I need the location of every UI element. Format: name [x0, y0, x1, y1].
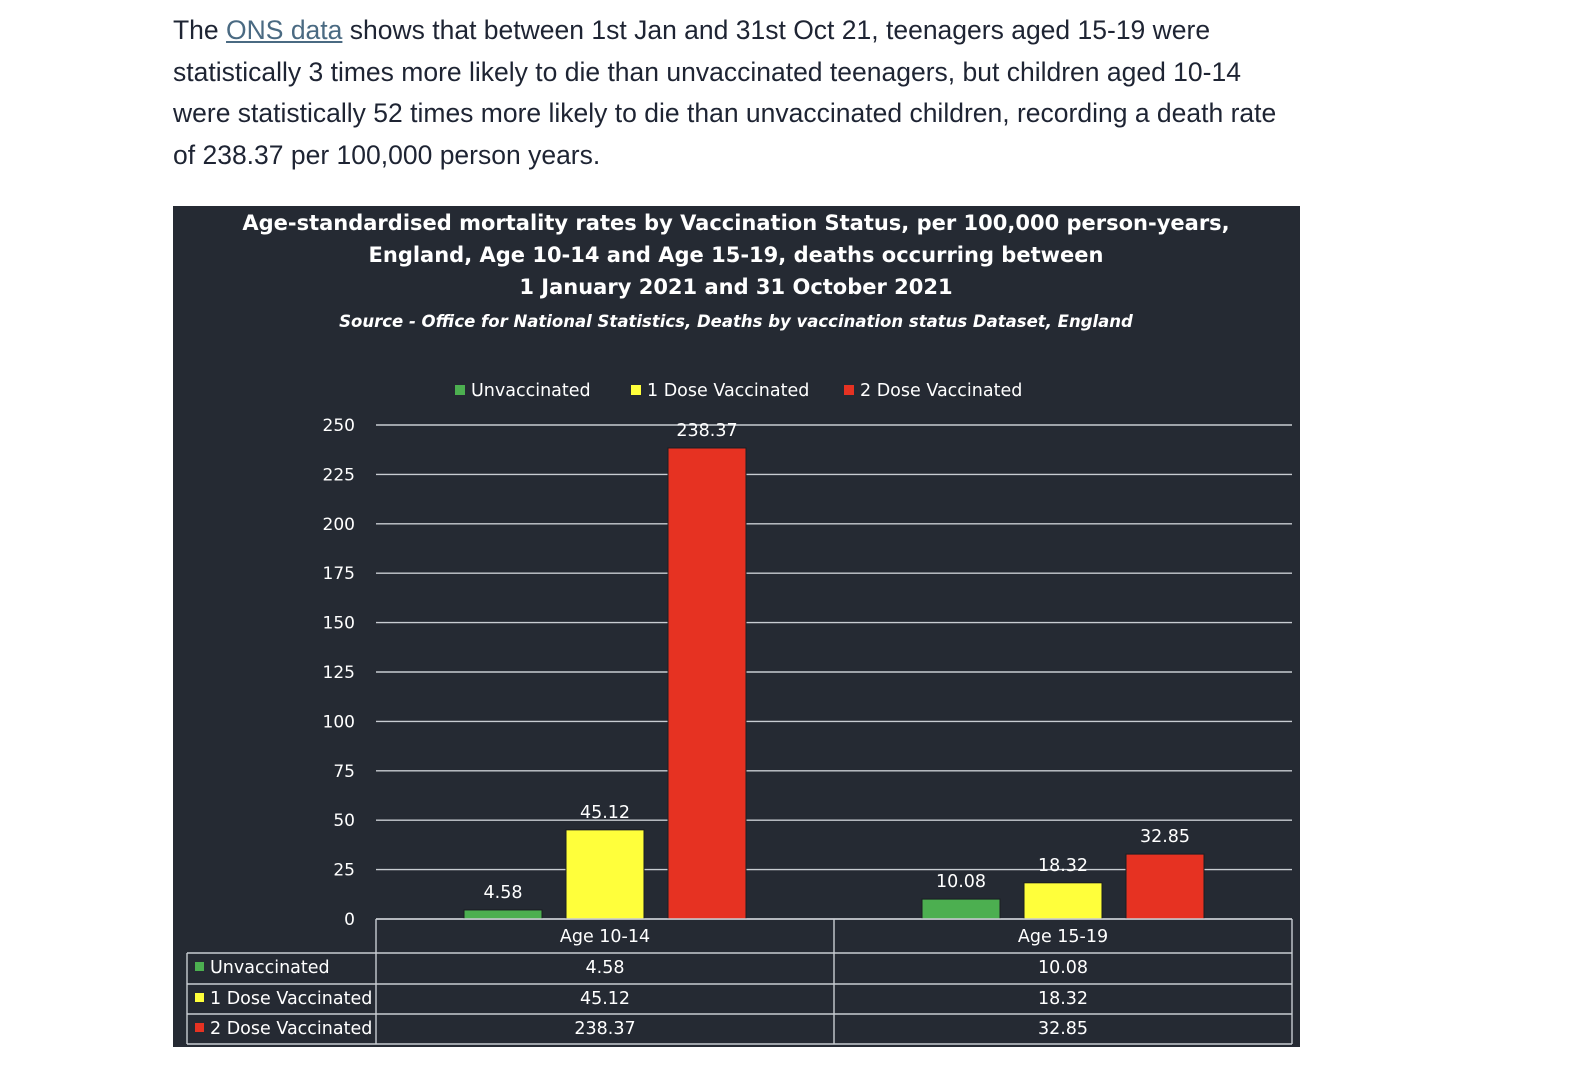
- legend-label-2: 1 Dose Vaccinated: [647, 381, 809, 401]
- table-row-label-1: Unvaccinated: [210, 958, 330, 978]
- ons-data-link[interactable]: ONS data: [226, 15, 343, 45]
- legend-swatch-1: [455, 385, 465, 395]
- data-label-1-1: 4.58: [484, 883, 523, 903]
- bar-2-3: [1125, 853, 1205, 920]
- legend-label-3: 2 Dose Vaccinated: [860, 381, 1022, 401]
- table-cell-2-1: 45.12: [580, 989, 630, 1009]
- y-tick-label-125: 125: [323, 663, 355, 683]
- table-swatch-3: [195, 1023, 204, 1032]
- article-prefix: The: [173, 15, 227, 45]
- y-tick-label-250: 250: [323, 416, 355, 436]
- bar-2-2: [1023, 882, 1103, 920]
- table-swatch-2: [195, 993, 204, 1002]
- table-row-label-2: 1 Dose Vaccinated: [210, 989, 372, 1009]
- legend-label-1: Unvaccinated: [471, 381, 591, 401]
- table-row-label-3: 2 Dose Vaccinated: [210, 1019, 372, 1039]
- y-tick-label-150: 150: [323, 614, 355, 634]
- table-cell-1-1: 4.58: [586, 958, 625, 978]
- y-tick-label-100: 100: [323, 712, 355, 732]
- chart-title-line-1: Age-standardised mortality rates by Vacc…: [242, 211, 1229, 235]
- chart-title-line-2: England, Age 10-14 and Age 15-19, deaths…: [369, 243, 1104, 267]
- table-cell-1-2: 10.08: [1038, 958, 1088, 978]
- data-label-2-1: 10.08: [936, 872, 986, 892]
- y-tick-label-225: 225: [323, 465, 355, 485]
- bar-1-2: [565, 829, 645, 920]
- data-label-1-2: 45.12: [580, 803, 630, 823]
- data-label-2-3: 32.85: [1140, 827, 1190, 847]
- article-body: shows that between 1st Jan and 31st Oct …: [173, 15, 1277, 170]
- bar-2-1: [921, 898, 1001, 920]
- table-cell-2-2: 18.32: [1038, 989, 1088, 1009]
- chart-title-line-3: 1 January 2021 and 31 October 2021: [519, 275, 952, 299]
- y-tick-label-200: 200: [323, 515, 355, 535]
- chart-subtitle: Source - Office for National Statistics,…: [339, 312, 1133, 331]
- table-header-2: Age 15-19: [1018, 927, 1108, 947]
- mortality-chart: Age-standardised mortality rates by Vacc…: [186, 211, 1293, 1045]
- y-tick-label-50: 50: [333, 811, 355, 831]
- data-label-2-2: 18.32: [1038, 856, 1088, 876]
- table-cell-3-2: 32.85: [1038, 1019, 1088, 1039]
- table-header-1: Age 10-14: [560, 927, 650, 947]
- y-tick-label-75: 75: [333, 762, 355, 782]
- chart-panel: Age-standardised mortality rates by Vacc…: [173, 206, 1300, 1047]
- legend-swatch-2: [631, 385, 641, 395]
- y-tick-label-25: 25: [333, 861, 355, 881]
- y-tick-label-0: 0: [344, 910, 355, 930]
- legend-swatch-3: [844, 385, 854, 395]
- article-paragraph: The ONS data shows that between 1st Jan …: [173, 10, 1303, 176]
- table-swatch-1: [195, 962, 204, 971]
- bar-1-3: [667, 447, 747, 920]
- data-label-1-3: 238.37: [676, 421, 737, 441]
- table-cell-3-1: 238.37: [574, 1019, 635, 1039]
- bar-1-1: [463, 909, 543, 920]
- y-tick-label-175: 175: [323, 564, 355, 584]
